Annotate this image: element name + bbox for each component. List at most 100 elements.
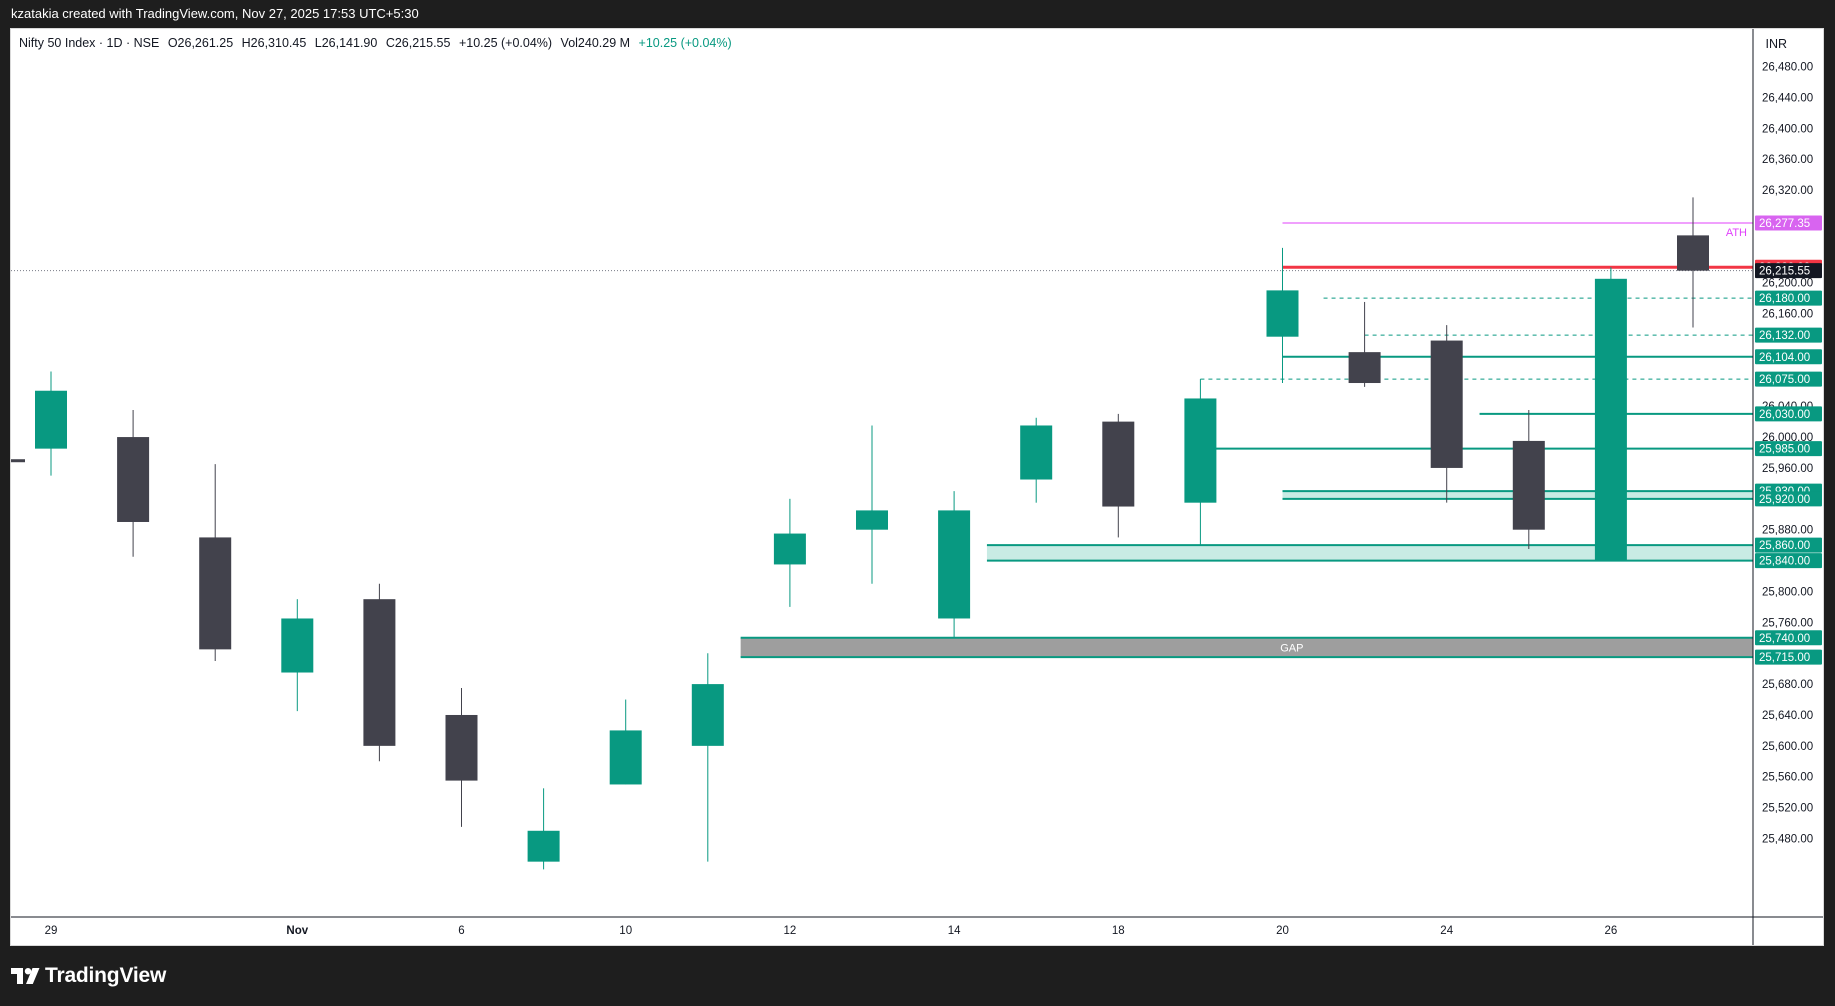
- level-badge-label: 25,985.00: [1759, 444, 1810, 456]
- candle-body: [527, 830, 560, 862]
- candle: [1348, 301, 1381, 387]
- candle-body: [938, 510, 971, 619]
- candle: [609, 699, 642, 785]
- volume-value: Vol240.29 M: [560, 36, 631, 50]
- zone-gap: [740, 637, 1753, 658]
- candle-body: [1102, 421, 1135, 507]
- candle: [938, 491, 971, 638]
- level-badge-label: 26,132.00: [1759, 330, 1810, 342]
- price-tick-label: 25,520.00: [1762, 803, 1813, 815]
- level-badge: [1755, 349, 1822, 365]
- candle-body: [1677, 235, 1709, 271]
- time-tick-label: 10: [619, 925, 632, 937]
- level-badge: [1755, 491, 1822, 507]
- price-tick-label: 26,320.00: [1762, 185, 1813, 197]
- price-tick-label: 25,800.00: [1762, 586, 1813, 598]
- level-badge-label: 25,740.00: [1759, 633, 1810, 645]
- price-tick-label: 25,480.00: [1762, 834, 1813, 846]
- time-tick-label: 6: [458, 925, 464, 937]
- currency-label[interactable]: INR: [1765, 37, 1787, 51]
- time-tick-label: 20: [1276, 925, 1289, 937]
- plot-area: GAP ATH: [11, 197, 1753, 870]
- candle: [1102, 413, 1135, 538]
- candle-body: [199, 537, 232, 650]
- candle: [856, 425, 888, 584]
- candle: [1512, 410, 1545, 549]
- candlestick-chart[interactable]: GAP ATH 26,480.00 26,440.00 26,400.00 26,360.…: [11, 29, 1823, 945]
- last-price-badge-label: 26,215.55: [1759, 266, 1810, 278]
- level-badge: [1755, 441, 1822, 457]
- time-tick-label: 26: [1605, 925, 1618, 937]
- candle: [691, 653, 724, 862]
- high-value: H26,310.45: [241, 36, 307, 50]
- tradingview-wordmark: TradingView: [45, 964, 167, 987]
- price-tick-label: 26,400.00: [1762, 123, 1813, 135]
- level-badge: [1755, 371, 1822, 387]
- tradingview-logo[interactable]: TradingView: [11, 963, 166, 989]
- price-tick-label: 25,560.00: [1762, 772, 1813, 784]
- candle-body: [1594, 278, 1627, 561]
- level-badge-label: 26,075.00: [1759, 374, 1810, 386]
- level-badge: [1755, 537, 1822, 553]
- gap-label: GAP: [1280, 642, 1303, 654]
- level-badge-label: 25,715.00: [1759, 652, 1810, 664]
- level-badge-label: 25,920.00: [1759, 494, 1810, 506]
- candle-body: [691, 684, 724, 746]
- candle-body: [1020, 425, 1053, 480]
- candle-body: [1512, 440, 1545, 530]
- time-tick-label: 12: [784, 925, 797, 937]
- price-tick-label: 26,440.00: [1762, 92, 1813, 104]
- candle: [117, 410, 150, 557]
- candle: [1184, 379, 1217, 546]
- price-tick-label: 26,360.00: [1762, 154, 1813, 166]
- candle: [363, 583, 396, 762]
- level-badge: [1755, 215, 1822, 231]
- candle-body: [281, 618, 314, 673]
- candle-body: [1266, 290, 1299, 337]
- last-price-badge: [1755, 263, 1822, 279]
- price-tick-label: 26,200.00: [1762, 278, 1813, 290]
- time-tick-label: 29: [45, 925, 58, 937]
- symbol-name[interactable]: Nifty 50 Index · 1D · NSE: [19, 36, 160, 50]
- left-edge-marker: [11, 459, 25, 463]
- candle-body: [35, 390, 67, 449]
- level-badge: [1755, 327, 1822, 343]
- level-badge: [1755, 406, 1822, 422]
- candle: [1677, 197, 1709, 328]
- low-value: L26,141.90: [314, 36, 378, 50]
- candle-body: [609, 730, 642, 785]
- candle: [527, 788, 560, 870]
- time-tick-label: 24: [1440, 925, 1453, 937]
- price-tick-label: 25,680.00: [1762, 679, 1813, 691]
- candle: [773, 498, 806, 607]
- price-tick-label: 25,760.00: [1762, 617, 1813, 629]
- close-value: C26,215.55: [385, 36, 451, 50]
- chart-credit: kzatakia created with TradingView.com, N…: [11, 6, 419, 21]
- level-badge-label: 26,104.00: [1759, 352, 1810, 364]
- change-value: +10.25 (+0.04%): [458, 36, 553, 50]
- candle-body: [363, 599, 396, 746]
- candle: [281, 599, 314, 712]
- candle: [199, 464, 232, 661]
- price-tick-label: 25,640.00: [1762, 710, 1813, 722]
- level-badge-label: 26,180.00: [1759, 293, 1810, 305]
- level-badge: [1755, 553, 1822, 569]
- symbol-legend: Nifty 50 Index · 1D · NSE O26,261.25 H26…: [19, 36, 737, 50]
- candle: [1594, 267, 1627, 561]
- level-badge: [1755, 290, 1822, 306]
- candle: [1430, 325, 1463, 503]
- chart-panel[interactable]: GAP ATH 26,480.00 26,440.00 26,400.00 26,360.…: [10, 28, 1824, 946]
- price-tick-label: 26,160.00: [1762, 309, 1813, 321]
- time-tick-label: 14: [948, 925, 961, 937]
- candle-body: [1184, 398, 1217, 503]
- level-badge-label: 26,277.35: [1759, 218, 1810, 230]
- level-badge-label: 25,860.00: [1759, 540, 1810, 552]
- level-badge: [1755, 630, 1822, 646]
- candle-body: [1430, 340, 1463, 468]
- price-tick-label: 25,600.00: [1762, 741, 1813, 753]
- tradingview-logo-icon: [11, 968, 40, 984]
- level-badge: [1755, 649, 1822, 665]
- price-tick-label: 25,880.00: [1762, 525, 1813, 537]
- candle: [1266, 247, 1299, 384]
- candle: [445, 687, 478, 827]
